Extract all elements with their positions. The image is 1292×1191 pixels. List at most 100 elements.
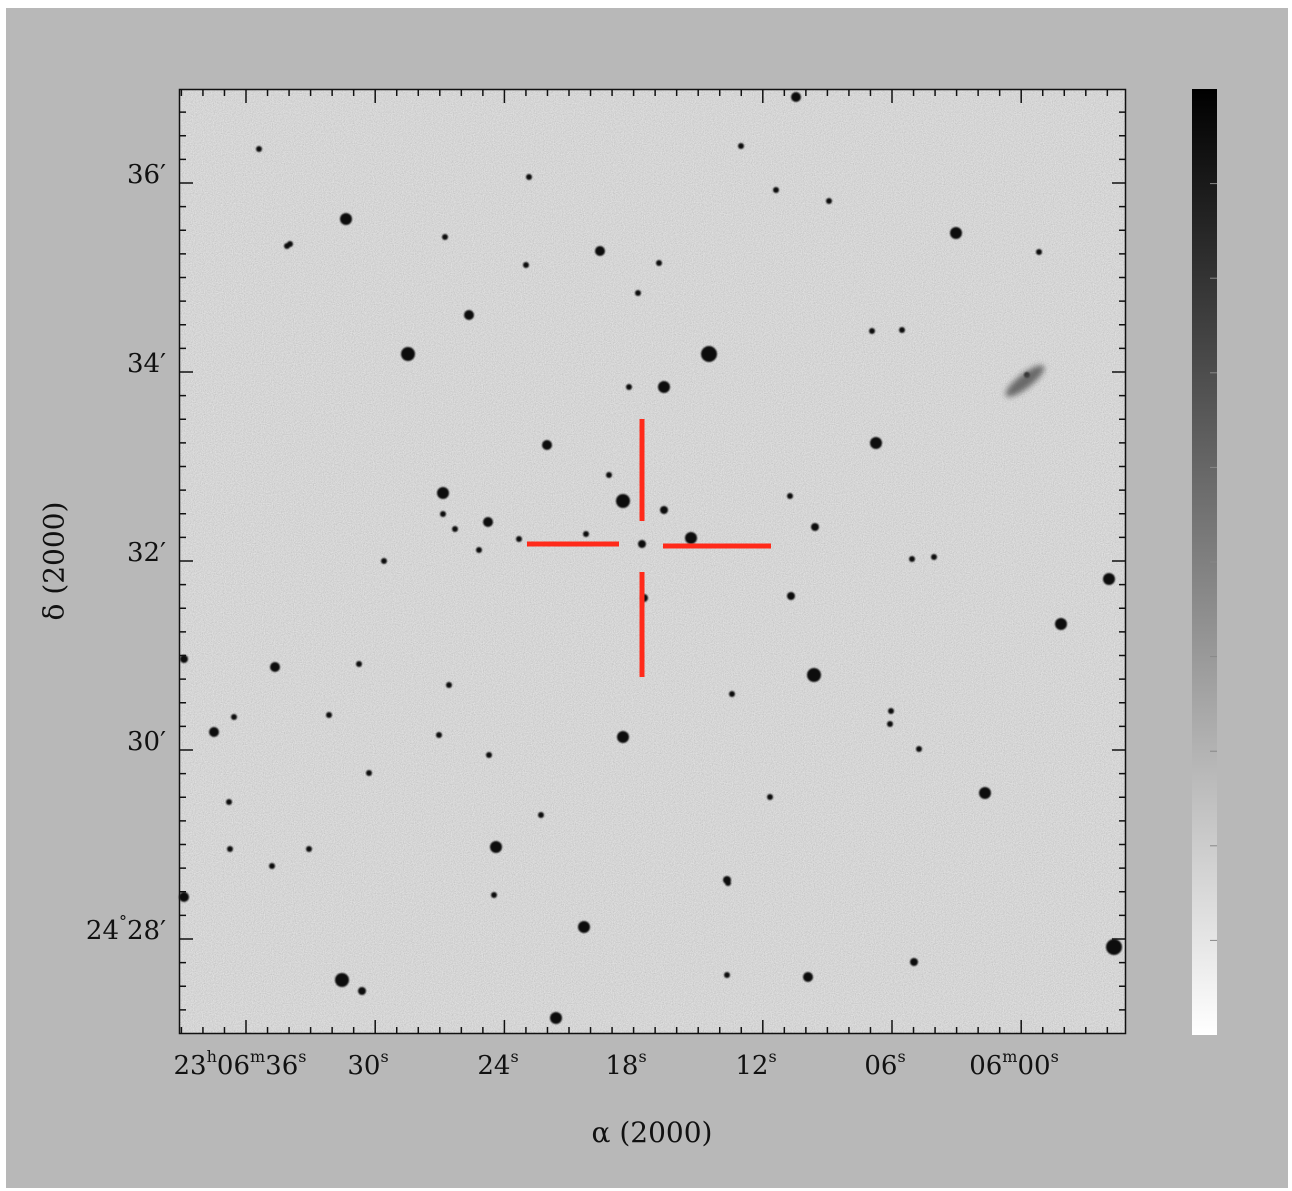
star: [401, 347, 415, 361]
star: [701, 346, 717, 362]
star: [326, 712, 332, 718]
dec-tick-label: 34′: [127, 349, 166, 379]
star: [616, 494, 630, 508]
star: [542, 440, 552, 450]
star: [550, 1012, 562, 1024]
star: [231, 714, 237, 720]
star: [227, 846, 233, 852]
chart-canvas: 23h06m36s 30s 24s 18s 12s 06s 06m00s 36′ 34′ 32′…: [6, 8, 1288, 1188]
star: [440, 511, 446, 517]
star: [888, 708, 894, 714]
star: [910, 958, 918, 966]
star: [284, 243, 290, 249]
star: [869, 328, 875, 334]
ra-tick-label: 06s: [864, 1047, 906, 1081]
star: [1106, 939, 1122, 955]
star: [725, 880, 731, 886]
star: [446, 682, 452, 688]
stars: [179, 92, 1122, 1024]
dec-tick-label: 36′: [127, 160, 166, 190]
star: [1036, 249, 1042, 255]
star: [442, 234, 448, 240]
star: [436, 732, 442, 738]
star: [617, 731, 629, 743]
colorbar: [1192, 89, 1217, 1035]
star: [486, 752, 492, 758]
dec-tick-label: 30′: [127, 727, 166, 757]
star: [811, 523, 819, 531]
star: [767, 794, 773, 800]
star: [578, 921, 590, 933]
star: [606, 472, 612, 478]
star: [899, 327, 905, 333]
star: [626, 384, 632, 390]
sky-noise: [179, 89, 1126, 1034]
star: [483, 517, 493, 527]
target-crosshair: [527, 419, 771, 677]
star: [583, 531, 589, 537]
star: [909, 556, 915, 562]
star: [791, 92, 801, 102]
ra-tick-label: 06m00s: [969, 1047, 1059, 1081]
star: [931, 554, 937, 560]
star: [979, 787, 991, 799]
star: [437, 487, 449, 499]
star: [366, 770, 372, 776]
star: [523, 262, 529, 268]
star: [724, 972, 730, 978]
star: [516, 536, 522, 542]
star: [660, 506, 668, 514]
star: [787, 592, 795, 600]
star: [306, 846, 312, 852]
star: [887, 721, 893, 727]
star: [729, 691, 735, 697]
x-axis-title: α (2000): [591, 1116, 713, 1149]
star: [595, 246, 605, 256]
dec-tick-label: 24°28′: [85, 912, 166, 946]
star: [638, 540, 646, 548]
star: [464, 310, 474, 320]
ra-tick-label: 23h06m36s: [173, 1047, 307, 1081]
star: [476, 547, 482, 553]
star: [787, 493, 793, 499]
ra-tick-label: 18s: [605, 1047, 647, 1081]
ra-tick-label: 30s: [347, 1047, 389, 1081]
ra-tick-label: 12s: [735, 1047, 777, 1081]
star: [1103, 573, 1115, 585]
star: [803, 972, 813, 982]
star: [340, 213, 352, 225]
star: [452, 526, 458, 532]
dec-tick-label: 32′: [127, 538, 166, 568]
star: [179, 892, 189, 902]
star: [256, 146, 262, 152]
sky-image: [178, 88, 1127, 1035]
star: [209, 727, 219, 737]
star: [685, 532, 697, 544]
colorbar-ticks: [1210, 183, 1217, 941]
star: [358, 987, 366, 995]
star: [950, 227, 962, 239]
galaxy: [1005, 365, 1045, 397]
star: [870, 437, 882, 449]
star: [270, 662, 280, 672]
sky-image-frame: [178, 88, 1127, 1035]
y-axis-title: δ (2000): [37, 501, 71, 621]
star: [490, 841, 502, 853]
star: [356, 661, 362, 667]
star: [658, 381, 670, 393]
star: [826, 198, 832, 204]
tick-marks: [179, 89, 1126, 1034]
star: [526, 174, 532, 180]
star: [656, 260, 662, 266]
star: [381, 558, 387, 564]
star: [635, 290, 641, 296]
star: [773, 187, 779, 193]
ra-tick-label: 24s: [477, 1047, 519, 1081]
star: [738, 143, 744, 149]
star: [538, 812, 544, 818]
star: [491, 892, 497, 898]
star: [335, 973, 349, 987]
star: [807, 668, 821, 682]
star: [180, 655, 188, 663]
star: [226, 799, 232, 805]
